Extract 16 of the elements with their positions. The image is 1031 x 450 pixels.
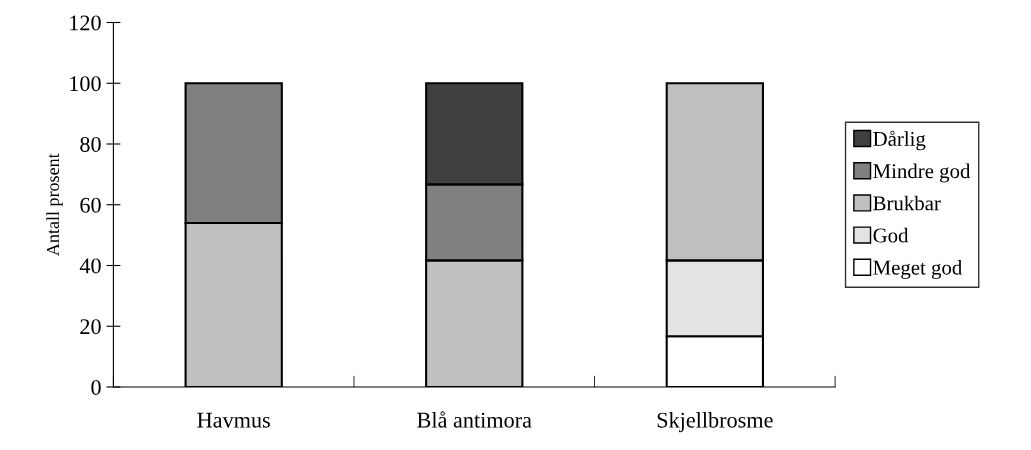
y-tick-label: 20 [80, 319, 101, 335]
y-tick-label: 40 [79, 258, 101, 274]
y-tick-label: 80 [80, 136, 101, 152]
y-tick-label: 0 [91, 379, 101, 395]
x-tick-label: Blå antimora [417, 411, 532, 428]
legend-label: God [873, 227, 909, 243]
legend-label: Brukbar [873, 195, 941, 211]
y-axis-title: Antall prosent [46, 153, 63, 256]
legend-label: Mindre god [873, 163, 971, 183]
legend-label: Meget god [873, 260, 963, 279]
x-tick-label: Havmus [197, 412, 270, 428]
x-tick-label: Skjellbrosme [657, 412, 773, 433]
legend-label: Dårlig [873, 130, 926, 151]
y-tick-label: 60 [80, 197, 101, 213]
y-tick-label: 100 [70, 76, 101, 92]
y-tick-label: 120 [70, 15, 101, 31]
